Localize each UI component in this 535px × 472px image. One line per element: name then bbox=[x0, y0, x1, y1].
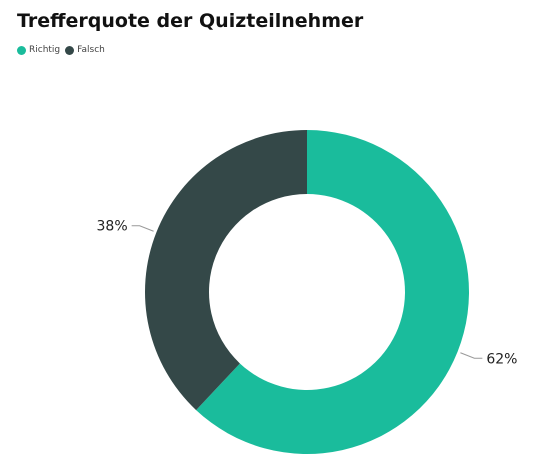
legend-item-richtig[interactable]: Richtig bbox=[17, 45, 60, 55]
legend-label-richtig: Richtig bbox=[29, 45, 61, 55]
legend-swatch-richtig bbox=[17, 45, 26, 55]
legend-swatch-falsch bbox=[65, 45, 75, 55]
chart-legend: Richtig Falsch bbox=[17, 45, 110, 55]
data-label-falsch: 38% bbox=[97, 219, 128, 235]
data-label-richtig: 62% bbox=[486, 351, 517, 367]
leader-line-falsch bbox=[131, 225, 154, 232]
legend-item-falsch[interactable]: Falsch bbox=[65, 45, 105, 55]
donut-slice-richtig[interactable] bbox=[196, 130, 469, 454]
donut-slice-falsch[interactable] bbox=[144, 130, 307, 411]
chart-title: Trefferquote der Quizteilnehmer bbox=[17, 10, 364, 32]
leader-line-richtig bbox=[460, 352, 483, 359]
legend-label-falsch: Falsch bbox=[77, 45, 105, 55]
